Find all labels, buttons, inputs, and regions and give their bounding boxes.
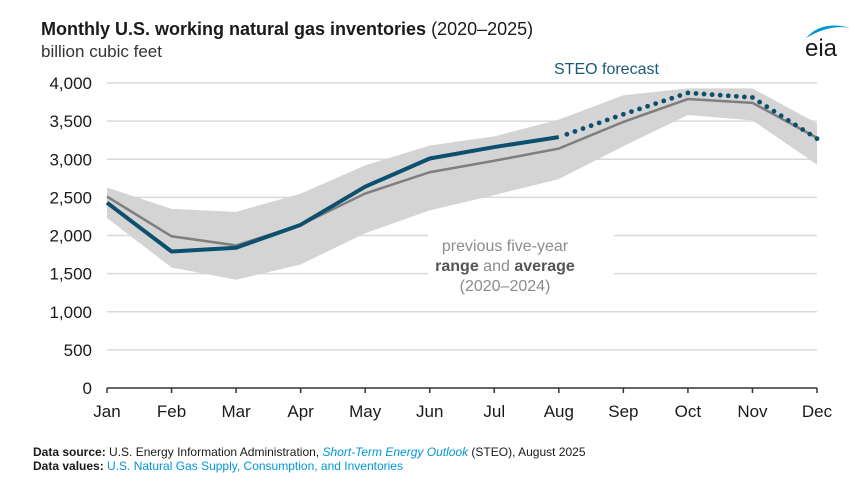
steo-link[interactable]: Short-Term Energy Outlook — [322, 445, 469, 459]
chart-area: 05001,0001,5002,0002,5003,0003,5004,000 … — [49, 61, 833, 421]
range-label-line1: previous five-year — [442, 238, 569, 255]
x-tick-label: Jun — [416, 402, 443, 421]
range-label-line2: range and average — [435, 258, 575, 275]
forecast-dot — [800, 127, 806, 132]
y-tick-label: 1,500 — [49, 265, 92, 284]
range-label-and: and — [479, 258, 515, 275]
forecast-dot — [596, 120, 602, 126]
data-source-label: Data source: — [33, 445, 106, 459]
forecast-dot — [778, 113, 784, 119]
forecast-dot — [807, 131, 813, 137]
forecast-dot — [701, 91, 707, 97]
x-tick-label: Aug — [544, 402, 574, 421]
title-years: (2020–2025) — [431, 19, 534, 39]
x-axis: Jan Feb Mar Apr May Jun Jul Aug Sep Oct Nov Dec — [93, 387, 833, 421]
forecast-dot — [661, 98, 667, 104]
data-source-date: (STEO), August 2025 — [468, 445, 586, 459]
range-label-background — [428, 232, 614, 298]
forecast-dot — [750, 95, 755, 100]
forecast-dot — [629, 109, 634, 114]
forecast-dot — [785, 117, 791, 123]
forecast-dot — [757, 99, 763, 105]
x-tick-label: Jul — [483, 402, 505, 421]
forecast-dot — [669, 95, 675, 101]
y-tick-label: 500 — [64, 341, 92, 360]
x-tick-label: Feb — [157, 402, 186, 421]
forecast-dot — [764, 104, 770, 110]
y-tick-label: 0 — [83, 379, 92, 398]
y-tick-label: 4,000 — [49, 74, 92, 93]
forecast-dot — [741, 94, 747, 100]
range-label-range: range — [435, 258, 479, 275]
x-tick-label: Apr — [287, 402, 314, 421]
y-tick-label: 1,000 — [49, 303, 92, 322]
forecast-dot — [733, 93, 739, 99]
forecast-dot — [612, 114, 618, 120]
forecast-dot — [645, 103, 650, 109]
forecast-dot — [564, 131, 570, 137]
data-source-note: Data source: U.S. Energy Information Adm… — [33, 445, 586, 459]
eia-logo: eia — [800, 14, 860, 62]
forecast-dot — [814, 136, 820, 142]
logo-arc-icon — [806, 25, 850, 38]
x-tick-label: May — [349, 402, 382, 421]
data-values-link[interactable]: U.S. Natural Gas Supply, Consumption, an… — [103, 459, 403, 473]
y-tick-label: 3,500 — [49, 112, 92, 131]
forecast-dot — [685, 90, 691, 96]
data-values-note: Data values: U.S. Natural Gas Supply, Co… — [33, 459, 403, 473]
forecast-dot — [588, 123, 594, 129]
forecast-dot — [717, 92, 723, 98]
data-values-label: Data values: — [33, 459, 104, 473]
forecast-dot — [793, 122, 798, 128]
logo-text: eia — [805, 35, 838, 62]
y-tick-label: 3,000 — [49, 150, 92, 169]
forecast-dot — [604, 117, 610, 123]
chart-subtitle: billion cubic feet — [41, 42, 162, 61]
x-tick-label: Oct — [675, 402, 702, 421]
data-source-text: U.S. Energy Information Administration, — [105, 445, 323, 459]
forecast-dot — [580, 126, 586, 131]
y-tick-label: 2,500 — [49, 188, 92, 207]
x-tick-label: Sep — [608, 402, 638, 421]
forecast-dot — [677, 93, 683, 98]
steo-forecast-label: STEO forecast — [554, 61, 659, 78]
forecast-dot — [725, 93, 731, 99]
x-tick-label: Mar — [221, 402, 251, 421]
forecast-dot — [693, 91, 699, 96]
steo-forecast-dotted-line — [564, 90, 820, 142]
title-main: Monthly U.S. working natural gas invento… — [41, 19, 427, 39]
x-tick-label: Nov — [737, 402, 768, 421]
five-year-average-line — [106, 97, 818, 247]
y-axis-ticks: 0 500 1,000 1,500 2,000 2,500 3,000 3,500 4,000 — [49, 74, 92, 398]
forecast-dot — [572, 129, 578, 134]
forecast-dot — [620, 111, 626, 117]
forecast-dot — [637, 106, 642, 112]
forecast-dot — [709, 92, 715, 98]
x-tick-label: Jan — [93, 402, 120, 421]
range-label-average: average — [514, 258, 575, 275]
chart-title: Monthly U.S. working natural gas invento… — [41, 19, 533, 40]
y-tick-label: 2,000 — [49, 227, 92, 246]
range-label-line3: (2020–2024) — [460, 278, 551, 295]
forecast-dot — [771, 108, 777, 114]
forecast-dot — [653, 101, 659, 106]
x-tick-label: Dec — [802, 402, 833, 421]
actual-2025-line — [105, 135, 560, 254]
